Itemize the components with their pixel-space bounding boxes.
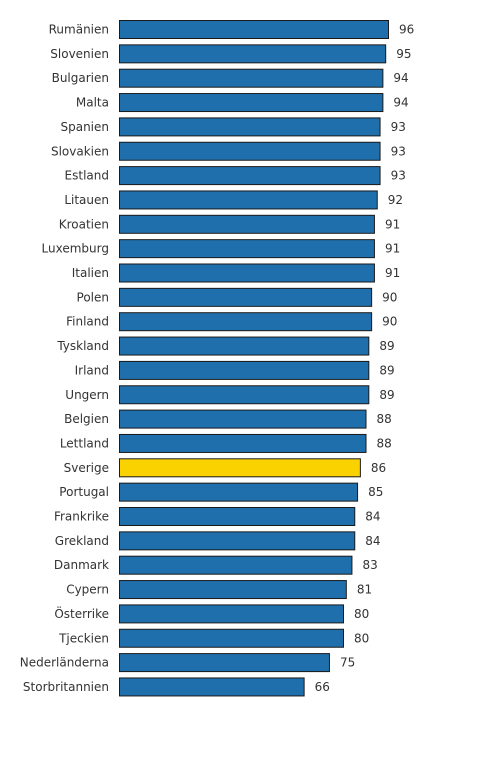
bar-lettland bbox=[119, 433, 367, 453]
value-label-osterrike: 80 bbox=[354, 607, 369, 621]
bar-belgien bbox=[119, 409, 367, 429]
category-label-finland: Finland bbox=[66, 315, 109, 329]
bar-frankrike bbox=[119, 507, 356, 526]
category-label-malta: Malta bbox=[76, 96, 109, 110]
value-label-sverige: 86 bbox=[371, 461, 386, 475]
bar-bulgarien bbox=[119, 68, 384, 88]
value-label-nederlanderna: 75 bbox=[340, 656, 355, 670]
bar-finland bbox=[119, 312, 373, 332]
bar-cypern bbox=[119, 580, 347, 600]
value-label-danmark: 83 bbox=[362, 558, 377, 572]
value-label-cypern: 81 bbox=[357, 583, 372, 597]
category-label-belgien: Belgien bbox=[64, 412, 109, 426]
bar-sverige bbox=[119, 458, 361, 478]
value-label-portugal: 85 bbox=[368, 485, 383, 499]
bar-litauen bbox=[119, 190, 378, 210]
category-label-luxemburg: Luxemburg bbox=[42, 242, 109, 256]
category-label-slovakien: Slovakien bbox=[51, 144, 109, 158]
category-label-bulgarien: Bulgarien bbox=[52, 71, 109, 85]
value-label-polen: 90 bbox=[382, 290, 397, 304]
value-label-storbritannien: 66 bbox=[315, 680, 330, 694]
bar-malta bbox=[119, 93, 384, 113]
bar-polen bbox=[119, 287, 373, 307]
bar-estland bbox=[119, 166, 381, 186]
category-label-ungern: Ungern bbox=[65, 388, 109, 402]
category-label-italien: Italien bbox=[72, 266, 109, 280]
bar-tyskland bbox=[119, 336, 370, 356]
value-label-tjeckien: 80 bbox=[354, 631, 369, 645]
category-label-portugal: Portugal bbox=[59, 485, 109, 499]
bar-rumanien bbox=[119, 20, 389, 39]
bar-nederlanderna bbox=[119, 653, 330, 673]
category-label-nederlanderna: Nederländerna bbox=[20, 656, 109, 670]
value-label-luxemburg: 91 bbox=[385, 242, 400, 256]
value-label-italien: 91 bbox=[385, 266, 400, 280]
value-label-ungern: 89 bbox=[379, 388, 394, 402]
category-label-storbritannien: Storbritannien bbox=[23, 680, 109, 694]
bar-grekland bbox=[119, 531, 356, 551]
category-label-kroatien: Kroatien bbox=[59, 217, 109, 231]
value-label-bulgarien: 94 bbox=[393, 71, 408, 85]
value-label-litauen: 92 bbox=[388, 193, 403, 207]
category-label-danmark: Danmark bbox=[54, 558, 109, 572]
value-label-malta: 94 bbox=[393, 96, 408, 110]
category-label-polen: Polen bbox=[77, 290, 109, 304]
value-label-slovakien: 93 bbox=[391, 144, 406, 158]
bar-italien bbox=[119, 263, 375, 283]
category-label-sverige: Sverige bbox=[64, 461, 109, 475]
bar-slovenien bbox=[119, 44, 387, 64]
category-label-rumanien: Rumänien bbox=[49, 23, 109, 37]
value-label-tyskland: 89 bbox=[379, 339, 394, 353]
value-label-grekland: 84 bbox=[365, 534, 380, 548]
category-label-cypern: Cypern bbox=[66, 583, 109, 597]
bar-danmark bbox=[119, 555, 353, 575]
category-label-irland: Irland bbox=[75, 363, 109, 377]
bar-storbritannien bbox=[119, 677, 305, 697]
category-label-lettland: Lettland bbox=[60, 436, 109, 450]
value-label-estland: 93 bbox=[391, 169, 406, 183]
bar-kroatien bbox=[119, 214, 375, 234]
bar-tjeckien bbox=[119, 628, 344, 648]
category-label-litauen: Litauen bbox=[64, 193, 109, 207]
category-label-tyskland: Tyskland bbox=[56, 339, 109, 353]
bar-irland bbox=[119, 360, 370, 380]
value-label-frankrike: 84 bbox=[365, 510, 380, 524]
bar-ungern bbox=[119, 385, 370, 405]
value-label-slovenien: 95 bbox=[396, 47, 411, 61]
category-label-slovenien: Slovenien bbox=[50, 47, 109, 61]
bar-slovakien bbox=[119, 141, 381, 161]
value-label-spanien: 93 bbox=[391, 120, 406, 134]
value-label-lettland: 88 bbox=[377, 436, 392, 450]
bar-spanien bbox=[119, 117, 381, 137]
bar-osterrike bbox=[119, 604, 344, 624]
category-label-tjeckien: Tjeckien bbox=[58, 631, 109, 645]
value-label-irland: 89 bbox=[379, 363, 394, 377]
category-label-grekland: Grekland bbox=[55, 534, 109, 548]
value-label-rumanien: 96 bbox=[399, 23, 414, 37]
value-label-finland: 90 bbox=[382, 315, 397, 329]
category-label-estland: Estland bbox=[65, 169, 109, 183]
category-label-osterrike: Österrike bbox=[54, 605, 109, 621]
value-label-belgien: 88 bbox=[377, 412, 392, 426]
category-label-frankrike: Frankrike bbox=[54, 510, 109, 524]
bar-luxemburg bbox=[119, 239, 375, 259]
category-label-spanien: Spanien bbox=[60, 120, 109, 134]
value-label-kroatien: 91 bbox=[385, 217, 400, 231]
bar-portugal bbox=[119, 482, 359, 502]
